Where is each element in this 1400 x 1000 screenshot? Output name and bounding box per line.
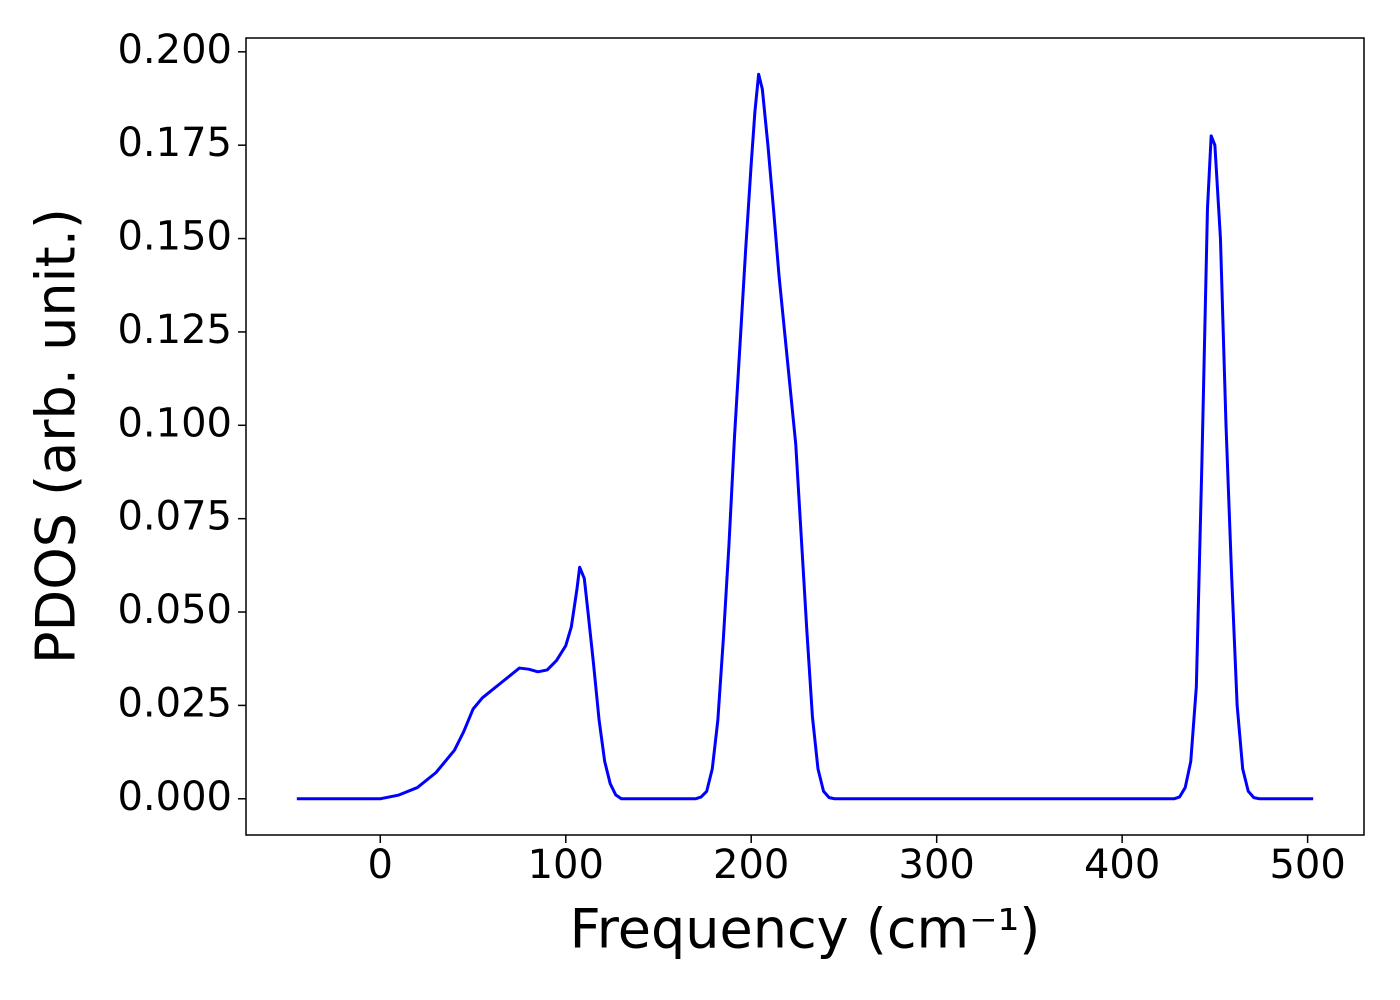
plot-frame: [245, 37, 1365, 836]
y-tick-label: 0.100: [117, 400, 232, 446]
data-line: [296, 72, 1314, 801]
y-axis-label: PDOS (arb. unit.): [25, 208, 88, 664]
x-tick-label: 300: [899, 842, 975, 888]
y-tick-label: 0.000: [117, 774, 232, 820]
x-tick-label: 400: [1084, 842, 1160, 888]
x-axis-label: Frequency (cm⁻¹): [570, 898, 1041, 961]
x-tick-label: 100: [528, 842, 604, 888]
y-tick-label: 0.025: [117, 680, 232, 726]
x-tick-label: 0: [368, 842, 393, 888]
y-tick-label: 0.050: [117, 587, 232, 633]
y-tick-label: 0.200: [117, 27, 232, 73]
x-tick-label: 200: [713, 842, 789, 888]
y-tick-label: 0.175: [117, 120, 232, 166]
y-tick-label: 0.150: [117, 214, 232, 260]
y-tick-label: 0.075: [117, 494, 232, 540]
x-tick-label: 500: [1269, 842, 1345, 888]
y-tick-label: 0.125: [117, 307, 232, 353]
